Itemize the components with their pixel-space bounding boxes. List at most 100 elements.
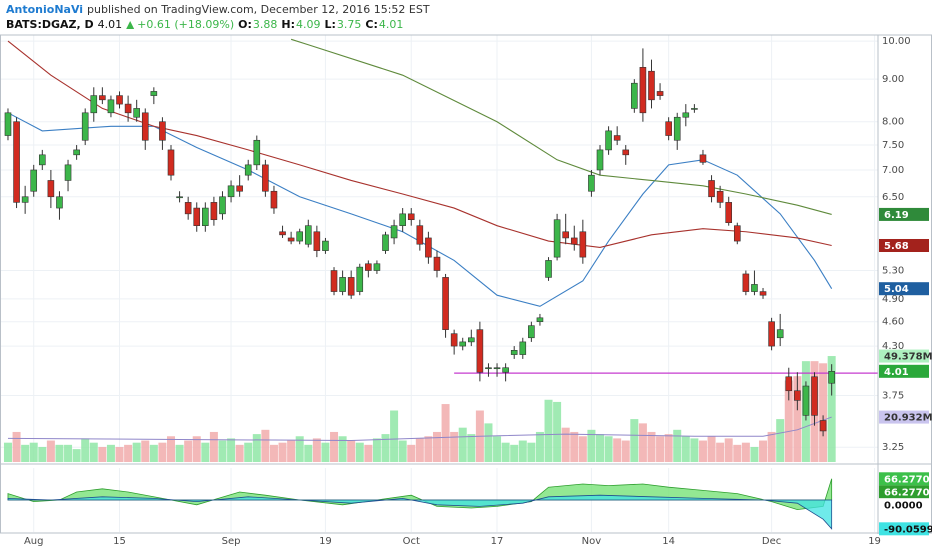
y-tick-label: 9.00: [882, 74, 904, 85]
volume-bar: [381, 434, 390, 462]
y-tick-label: 7.50: [882, 140, 904, 151]
volume-bar: [244, 442, 253, 462]
candle-body: [656, 91, 664, 96]
candle-body: [227, 185, 235, 198]
candle-body: [510, 350, 518, 355]
candle-body: [347, 277, 355, 296]
author: AntonioNaVi: [6, 3, 83, 16]
volume-bar: [613, 438, 622, 462]
volume-bar: [484, 423, 493, 462]
x-tick-label: Sep: [222, 536, 241, 547]
candle-body: [124, 103, 132, 114]
ohlc-value: 4.01: [379, 18, 404, 31]
candle-body: [785, 376, 793, 392]
candle-body: [193, 207, 201, 226]
volume-tag: 49.378M: [884, 352, 932, 363]
volume-bar: [201, 442, 210, 462]
volume-bar: [501, 442, 510, 462]
candle-body: [313, 231, 321, 251]
volume-bar: [89, 442, 98, 462]
x-tick-label: Aug: [24, 536, 44, 547]
x-tick-label: 17: [491, 536, 504, 547]
price-tag: 6.19: [884, 210, 909, 221]
volume-bar: [587, 429, 596, 462]
volume-tag-bg: [879, 349, 929, 363]
price-tag: 4.01: [884, 367, 909, 378]
y-tick-label: 7.00: [882, 165, 904, 176]
candle-body: [819, 420, 827, 432]
volume-bar: [450, 431, 459, 462]
volume-bar: [252, 434, 261, 462]
candle-body: [287, 237, 295, 242]
volume-bar: [518, 440, 527, 462]
x-tick-label: Dec: [762, 536, 781, 547]
candle-body: [588, 174, 595, 192]
volume-bar: [767, 431, 776, 462]
candle-body: [399, 213, 406, 226]
symbol: BATS:DGAZ, D: [6, 18, 94, 31]
price-tag-bg: [879, 238, 929, 252]
candle-body: [768, 321, 775, 347]
candle-body: [159, 121, 166, 141]
candle-body: [811, 376, 818, 416]
candle-body: [176, 196, 183, 199]
candle-body: [390, 225, 398, 239]
oscillator-tag: -90.0599: [884, 524, 932, 535]
candle-body: [236, 185, 243, 192]
candle-body: [407, 213, 415, 221]
ohlc-value: 4.09: [296, 18, 321, 31]
volume-bar: [81, 438, 90, 462]
volume-bar: [827, 356, 836, 462]
volume-bar: [304, 444, 313, 462]
candle-body: [553, 219, 561, 258]
candle-body: [296, 231, 304, 242]
candle-body: [528, 325, 535, 339]
volume-bar: [106, 444, 115, 462]
oscillator-tag: 66.2770: [884, 487, 930, 498]
candle-body: [682, 112, 690, 118]
candle-body: [751, 284, 758, 292]
volume-bar: [398, 440, 407, 462]
candle-body: [322, 240, 329, 251]
candle-body: [673, 116, 681, 141]
volume-bar: [124, 444, 133, 462]
y-tick-label: 4.30: [882, 341, 904, 352]
y-tick-label: 4.60: [882, 317, 904, 328]
candle-body: [691, 108, 698, 110]
candle-body: [270, 190, 278, 209]
volume-bar: [407, 444, 416, 462]
volume-bar: [390, 410, 399, 462]
volume-bar: [287, 440, 296, 462]
candle-body: [4, 112, 12, 136]
volume-bar: [184, 440, 193, 462]
candle-body: [73, 149, 80, 156]
candle-body: [184, 202, 192, 215]
moving-average-line: [7, 112, 833, 307]
oscillator-area: [7, 478, 833, 511]
volume-bar: [570, 431, 579, 462]
volume-bar: [819, 363, 828, 462]
volume-bar: [415, 438, 424, 462]
candle-body: [519, 341, 527, 355]
volume-bar: [510, 444, 519, 462]
volume-bar: [690, 438, 699, 462]
candle-body: [330, 270, 338, 292]
x-tick-label: 15: [113, 536, 126, 547]
volume-bar: [21, 444, 30, 462]
candle-body: [116, 95, 123, 105]
volume-bar: [596, 434, 605, 462]
volume-tag-bg: [879, 410, 929, 424]
candle-body: [579, 231, 587, 258]
candle-body: [596, 149, 604, 171]
candle-body: [536, 317, 544, 323]
ohlc-label: O:: [238, 18, 252, 31]
candle-body: [133, 108, 140, 118]
volume-bar: [561, 427, 570, 462]
oscillator-tag-bg: [879, 472, 929, 486]
volume-bar: [467, 434, 476, 462]
candle-body: [570, 237, 578, 245]
volume-bar: [3, 442, 12, 462]
volume-bar: [312, 438, 321, 462]
